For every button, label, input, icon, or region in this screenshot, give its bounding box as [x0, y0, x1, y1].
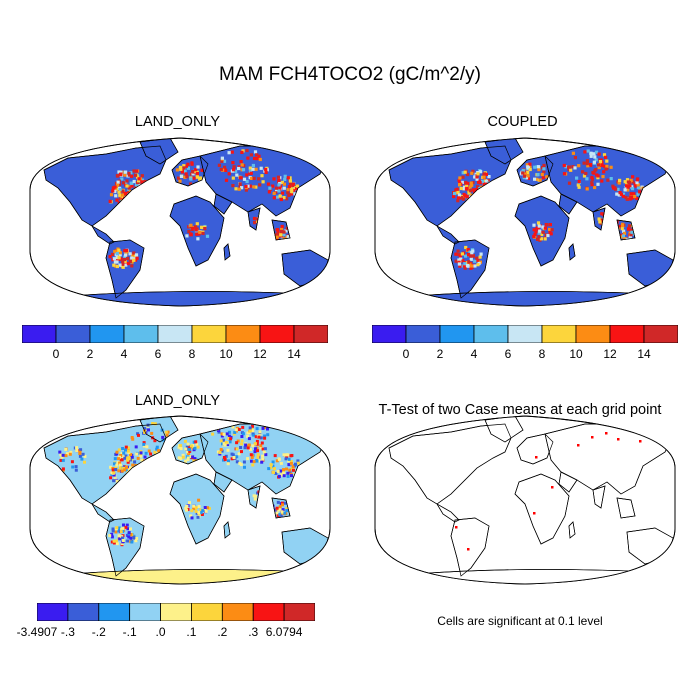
panel-title-line1: LAND_ONLY	[134, 114, 221, 130]
colorbar-swatch	[283, 603, 315, 621]
colorbar-swatch	[191, 603, 223, 621]
significant-cell	[577, 444, 580, 447]
panel-title-ttest: T-Test of two Case means at each grid po…	[340, 385, 700, 436]
colorbar-swatch	[609, 325, 645, 343]
colorbar-swatch	[541, 325, 577, 343]
colorbar-swatch	[405, 325, 441, 343]
colorbar-swatch	[259, 325, 295, 343]
colorbar-tick-label: 4	[470, 347, 478, 361]
colorbar-tick-label: -.3	[60, 625, 75, 639]
panel-title-line1: T-Test of two Case means at each grid po…	[378, 402, 662, 418]
colorbar-swatch	[89, 325, 125, 343]
colorbar-swatch	[293, 325, 328, 343]
colorbar-tick-label: 2	[436, 347, 444, 361]
significant-cell	[551, 486, 554, 489]
colorbar-swatch	[123, 325, 159, 343]
colorbar-tick-label: .0	[155, 625, 166, 639]
colorbar-tick-label: 8	[538, 347, 546, 361]
colorbar-difference	[37, 603, 315, 621]
colorbar-swatch	[372, 325, 407, 343]
colorbar-swatch	[252, 603, 285, 621]
colorbar-swatch	[507, 325, 543, 343]
colorbar-swatch	[67, 603, 100, 621]
map-coupled	[374, 137, 676, 307]
map-land-only	[29, 137, 331, 307]
significant-cell	[605, 432, 608, 435]
colorbar-tick-label: .3	[248, 625, 259, 639]
colorbar-tick-label: 6.0794	[265, 625, 303, 639]
figure-title: MAM FCH4TOCO2 (gC/m^2/y)	[219, 64, 481, 85]
colorbar-tick-label: .2	[217, 625, 228, 639]
colorbar-tick-label: 4	[120, 347, 128, 361]
colorbar-tick-label: -.1	[122, 625, 137, 639]
colorbar-tick-label: 0	[402, 347, 410, 361]
significant-cell	[455, 526, 458, 529]
colorbar-tick-label: 8	[188, 347, 196, 361]
colorbar-swatch	[129, 603, 161, 621]
colorbar-tick-label: 6	[154, 347, 162, 361]
colorbar-land-only	[22, 325, 328, 343]
significant-cell	[639, 440, 642, 443]
colorbar-swatch	[643, 325, 678, 343]
colorbar-swatch	[160, 603, 192, 621]
colorbar-tick-label: 12	[603, 347, 617, 361]
colorbar-swatch	[98, 603, 131, 621]
colorbar-tick-label: 0	[52, 347, 60, 361]
significant-cell	[535, 456, 538, 459]
map-difference	[29, 415, 331, 585]
colorbar-swatch	[37, 603, 69, 621]
colorbar-swatch	[157, 325, 193, 343]
colorbar-tick-label: 10	[569, 347, 583, 361]
colorbar-tick-label: 10	[219, 347, 233, 361]
colorbar-swatch	[55, 325, 91, 343]
significant-cell	[617, 438, 620, 441]
significant-cell	[591, 436, 594, 439]
colorbar-swatch	[439, 325, 475, 343]
colorbar-coupled	[372, 325, 678, 343]
significant-cell	[467, 548, 470, 551]
colorbar-tick-label: 2	[86, 347, 94, 361]
colorbar-swatch	[22, 325, 57, 343]
colorbar-tick-label: -3.4907	[16, 625, 58, 639]
map-ttest	[374, 415, 676, 585]
significance-note: Cells are significant at 0.1 level	[437, 614, 603, 628]
colorbar-tick-label: 6	[504, 347, 512, 361]
colorbar-swatch	[225, 325, 261, 343]
panel-title-line1: COUPLED	[487, 114, 558, 130]
colorbar-tick-label: 14	[637, 347, 651, 361]
colorbar-swatch	[191, 325, 227, 343]
panel-title-line1: LAND_ONLY	[134, 393, 221, 409]
colorbar-tick-label: .1	[186, 625, 197, 639]
colorbar-tick-label: 12	[253, 347, 267, 361]
colorbar-swatch	[221, 603, 254, 621]
colorbar-tick-label: 14	[287, 347, 301, 361]
colorbar-swatch	[575, 325, 611, 343]
colorbar-tick-label: -.2	[91, 625, 106, 639]
colorbar-swatch	[473, 325, 509, 343]
significant-cell	[533, 512, 536, 515]
